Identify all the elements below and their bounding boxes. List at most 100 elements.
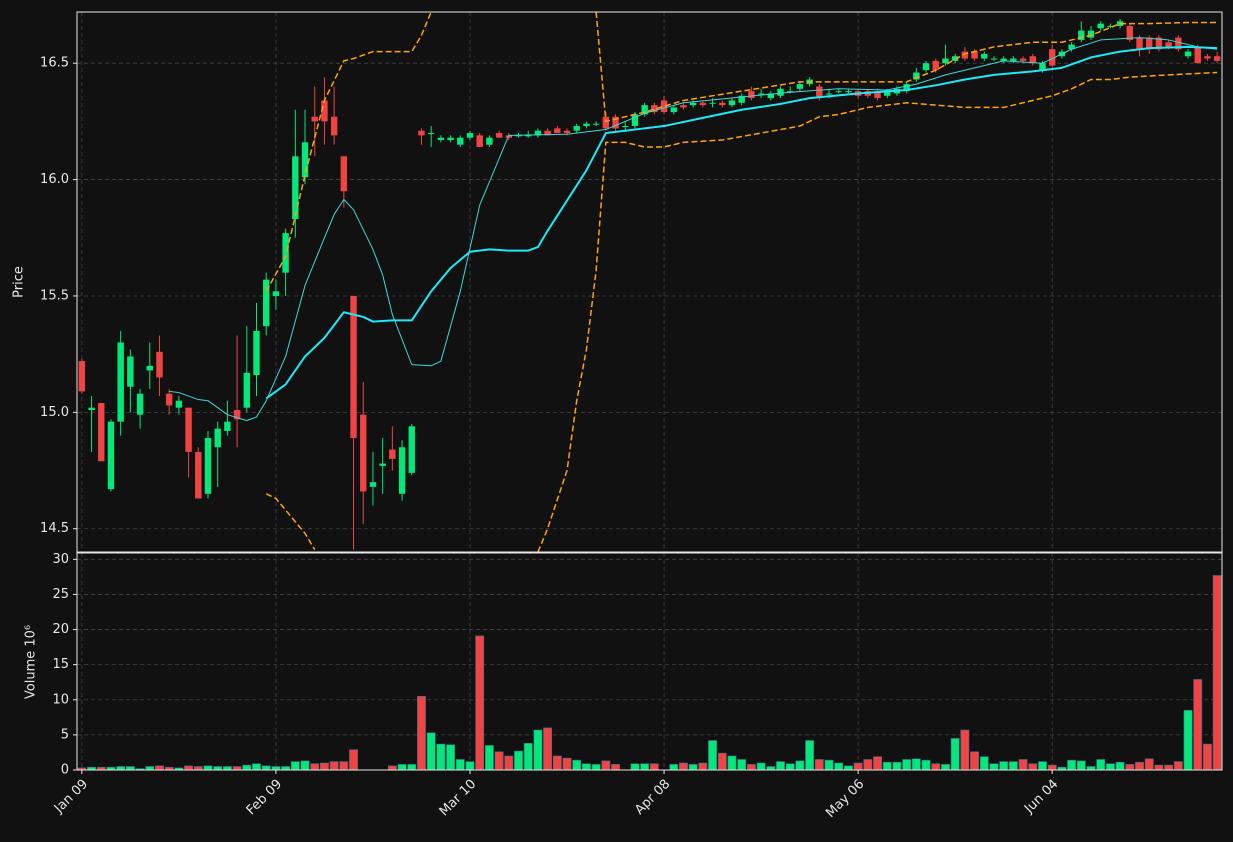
candle-body	[78, 361, 86, 392]
candle-body	[544, 130, 551, 136]
volume-bar	[349, 749, 358, 771]
candle-body	[156, 351, 163, 378]
candle-body	[204, 437, 212, 494]
candle-body	[971, 51, 978, 59]
volume-bar	[1076, 760, 1086, 771]
candle-body	[660, 100, 668, 113]
candle-body	[466, 133, 474, 138]
volume-bar	[601, 760, 611, 771]
volume-bar	[155, 765, 164, 771]
candle-body	[689, 102, 697, 106]
candle-body	[835, 91, 842, 93]
volume-bar	[407, 764, 417, 771]
volume-bar	[785, 763, 795, 771]
volume-bar	[960, 729, 970, 771]
candle-body	[195, 451, 202, 499]
candle-body	[651, 105, 658, 113]
candle-body	[680, 105, 687, 108]
volume-bar	[708, 740, 717, 771]
candle-body	[292, 156, 299, 220]
candle-body	[272, 291, 280, 296]
candle-body	[767, 93, 774, 99]
volume-bar	[1008, 761, 1018, 771]
candle-body	[990, 58, 998, 60]
volume-bar	[853, 762, 863, 771]
candle-body	[602, 116, 610, 129]
volume-bar	[1115, 761, 1125, 771]
candle-body	[796, 84, 804, 89]
candle-body	[748, 91, 755, 99]
candle-body	[301, 142, 309, 178]
volume-bar	[1164, 764, 1174, 771]
volume-bar	[1096, 759, 1106, 771]
volume-bar	[261, 765, 271, 771]
candle-body	[330, 116, 338, 136]
candle-body	[670, 107, 677, 113]
volume-bar	[688, 764, 698, 771]
candle-body	[631, 114, 639, 127]
volume-bar	[679, 762, 688, 771]
y-tick-label: 15	[52, 657, 69, 672]
candle-body	[127, 356, 134, 387]
y-tick-label: 0	[61, 763, 69, 778]
volume-bar	[863, 759, 873, 771]
volume-bar	[514, 750, 523, 771]
volume-bar	[805, 740, 815, 771]
candle-body	[1175, 37, 1182, 50]
volume-bar	[717, 752, 727, 771]
candle-body	[88, 407, 95, 411]
candle-body	[1019, 58, 1027, 61]
volume-bar	[446, 744, 456, 771]
volume-bar	[1203, 743, 1212, 771]
candle-body	[437, 137, 445, 141]
candle-body	[816, 86, 823, 99]
volume-bar	[999, 761, 1009, 771]
candle-body	[1165, 42, 1172, 47]
candle-body	[175, 400, 183, 408]
candle-body	[340, 156, 348, 192]
candle-body	[476, 135, 483, 147]
volume-bar	[737, 759, 747, 771]
volume-bar	[649, 763, 659, 771]
candle-body	[398, 447, 406, 494]
volume-bar	[630, 763, 640, 771]
volume-bar	[145, 766, 155, 771]
volume-bar	[776, 761, 785, 771]
candle-body	[233, 410, 241, 420]
candle-body	[369, 482, 377, 487]
volume-bar	[970, 751, 979, 771]
candle-body	[981, 53, 988, 59]
candle-body	[1087, 30, 1095, 38]
candle-body	[379, 463, 386, 466]
candle-body	[942, 58, 949, 64]
candle-body	[641, 105, 648, 115]
candle-body	[457, 137, 464, 145]
volume-bar	[1193, 679, 1203, 771]
price-plot	[77, 12, 1222, 552]
volume-bar	[766, 766, 776, 771]
volume-bar	[1144, 758, 1154, 771]
volume-bar	[795, 760, 805, 771]
volume-bar	[290, 761, 300, 771]
price-axis-label: Price	[12, 266, 27, 298]
volume-bar	[213, 766, 223, 771]
candle-body	[107, 421, 115, 490]
volume-bar	[1173, 761, 1183, 771]
candle-body	[525, 135, 532, 137]
volume-bar	[125, 766, 135, 771]
volume-bar	[921, 759, 931, 771]
candle-body	[699, 102, 707, 106]
candle-body	[592, 123, 600, 125]
candle-body	[243, 372, 251, 408]
moving-average-line	[169, 37, 1218, 421]
candle-body	[554, 128, 561, 134]
candle-body	[583, 123, 590, 127]
volume-bar	[329, 761, 339, 771]
candle-body	[932, 60, 939, 71]
candle-body	[1213, 56, 1221, 61]
volume-bar	[184, 765, 194, 771]
volume-bar	[562, 757, 572, 771]
volume-bar	[873, 756, 882, 771]
candle-body	[1010, 58, 1017, 61]
volume-bar	[1135, 761, 1144, 771]
